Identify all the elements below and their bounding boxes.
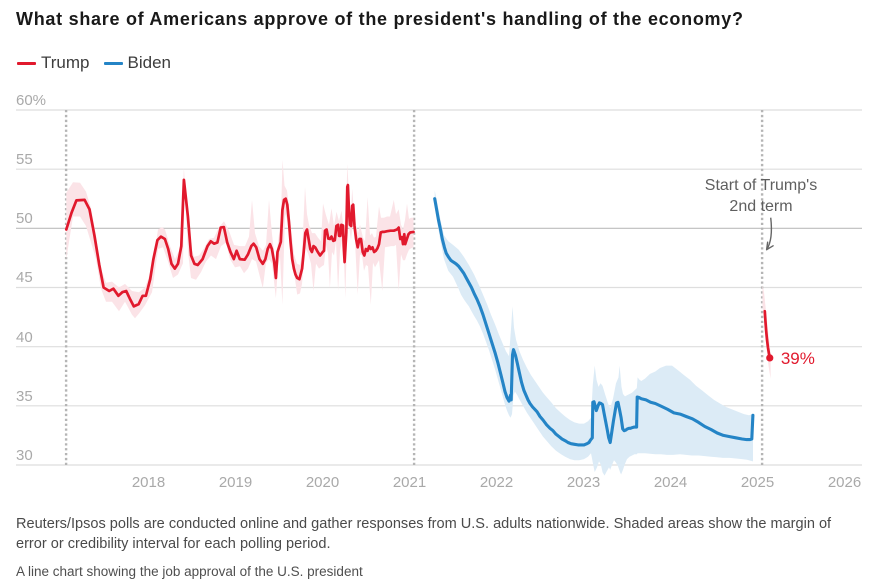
x-axis-label-2018: 2018 — [131, 474, 166, 491]
confidence-band-0 — [66, 159, 414, 319]
confidence-band-1 — [434, 190, 753, 476]
legend-label-biden: Biden — [127, 53, 171, 72]
x-axis-label-2026: 2026 — [827, 474, 862, 491]
annotation-arrowhead — [765, 241, 769, 251]
legend: Trump Biden — [17, 53, 171, 73]
y-axis-label-50: 50 — [16, 210, 33, 228]
annotation-line-1: Start of Trump's — [704, 177, 818, 194]
annotation-line-2: 2nd term — [729, 198, 793, 215]
x-axis-label-2019: 2019 — [218, 474, 253, 491]
legend-label-trump: Trump — [41, 53, 90, 72]
annotation-arrowhead — [765, 245, 774, 251]
series-line-1 — [433, 197, 755, 447]
trump-line-swatch — [17, 61, 36, 65]
latest-value-label: 39% — [780, 348, 815, 368]
y-axis-label-45: 45 — [16, 269, 33, 287]
y-axis-label-30: 30 — [16, 446, 33, 464]
y-axis-label-40: 40 — [16, 328, 33, 346]
annotation-arrow — [766, 217, 773, 251]
chart-title: What share of Americans approve of the p… — [16, 9, 744, 29]
x-axis-label-2024: 2024 — [653, 474, 688, 491]
biden-line-swatch — [103, 61, 123, 65]
chart-alt-text: A line chart showing the job approval of… — [16, 564, 363, 579]
latest-value-dot — [766, 354, 774, 362]
x-axis-label-2021: 2021 — [392, 474, 427, 491]
source-note: Reuters/Ipsos polls are conducted online… — [16, 515, 831, 554]
series-line-0 — [64, 178, 415, 308]
series-line-2 — [763, 309, 772, 360]
y-axis-label-55: 55 — [16, 151, 33, 169]
term-start-annotation: Start of Trump's 2nd term — [705, 175, 817, 217]
x-axis-label-2025: 2025 — [740, 474, 775, 491]
source-note-line-1: Reuters/Ipsos polls are conducted online… — [16, 516, 832, 532]
y-axis-label-35: 35 — [16, 387, 33, 405]
x-axis-label-2022: 2022 — [479, 474, 514, 491]
x-axis-label-2020: 2020 — [305, 474, 340, 491]
x-axis-label-2023: 2023 — [566, 474, 601, 491]
legend-item-biden: Biden — [103, 53, 171, 73]
y-axis-label-60: 60% — [16, 92, 47, 109]
legend-item-trump: Trump — [17, 53, 90, 73]
source-note-line-2: error or credibility interval for each p… — [16, 535, 331, 552]
